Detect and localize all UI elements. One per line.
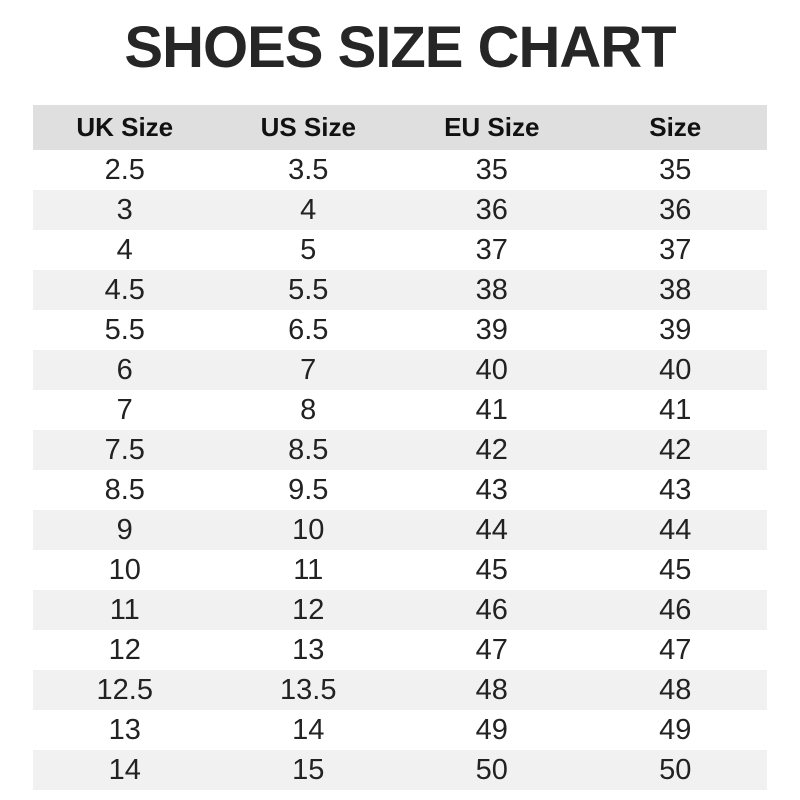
size-cell: 39 [659,313,692,346]
size-cell: 49 [475,713,508,746]
size-cell: 5 [300,233,317,266]
table-row: 4 5 37 37 [33,230,767,270]
size-cell: 37 [659,233,692,266]
table-row: 13 14 49 49 [33,710,767,750]
size-cell: 8.5 [288,433,329,466]
size-cell: 49 [659,713,692,746]
size-cell: 4.5 [104,273,145,306]
size-cell: 2.5 [104,153,145,186]
table-row: 5.5 6.5 39 39 [33,310,767,350]
table-row: 9 10 44 44 [33,510,767,550]
size-table: UK Size US Size EU Size Size 2.5 3.5 35 35 3 4 36… [33,105,767,790]
size-cell: 4 [116,233,133,266]
size-cell: 10 [292,513,325,546]
size-cell: 41 [475,393,508,426]
size-cell: 6 [116,353,133,386]
size-cell: 40 [475,353,508,386]
size-cell: 43 [475,473,508,506]
size-cell: 37 [475,233,508,266]
size-cell: 44 [475,513,508,546]
size-cell: 3.5 [288,153,329,186]
size-cell: 3 [116,193,133,226]
size-cell: 44 [659,513,692,546]
size-cell: 10 [108,553,141,586]
size-cell: 5.5 [288,273,329,306]
size-cell: 4 [300,193,317,226]
size-cell: 13 [292,633,325,666]
size-cell: 48 [475,673,508,706]
size-cell: 11 [293,553,324,586]
table-row: 14 15 50 50 [33,750,767,790]
size-cell: 15 [292,753,325,786]
size-cell: 13.5 [280,673,337,706]
size-cell: 14 [108,753,141,786]
table-row: 8.5 9.5 43 43 [33,470,767,510]
size-cell: 41 [659,393,692,426]
table-row: 12 13 47 47 [33,630,767,670]
column-header: EU Size [444,112,540,142]
size-cell: 42 [659,433,692,466]
size-cell: 42 [475,433,508,466]
size-cell: 6.5 [288,313,329,346]
table-row: 11 12 46 46 [33,590,767,630]
size-table-header: UK Size US Size EU Size Size [33,105,767,150]
size-cell: 39 [475,313,508,346]
size-cell: 9 [116,513,133,546]
size-cell: 38 [475,273,508,306]
page-title: SHOES SIZE CHART [124,15,676,80]
table-row: 12.5 13.5 48 48 [33,670,767,710]
size-cell: 7.5 [104,433,145,466]
table-row: 3 4 36 36 [33,190,767,230]
size-cell: 8.5 [104,473,145,506]
size-cell: 47 [475,633,508,666]
size-cell: 45 [475,553,508,586]
size-cell: 50 [475,753,508,786]
size-cell: 12.5 [96,673,153,706]
size-cell: 13 [108,713,141,746]
size-cell: 11 [109,593,140,626]
size-cell: 36 [659,193,692,226]
size-cell: 50 [659,753,692,786]
size-cell: 12 [292,593,325,626]
table-row: 7 8 41 41 [33,390,767,430]
table-row: 10 11 45 45 [33,550,767,590]
size-cell: 12 [108,633,141,666]
table-row: 7.5 8.5 42 42 [33,430,767,470]
size-cell: 46 [475,593,508,626]
size-cell: 38 [659,273,692,306]
size-cell: 36 [475,193,508,226]
table-row: 2.5 3.5 35 35 [33,150,767,190]
size-cell: 8 [300,393,317,426]
column-header: Size [649,112,702,142]
size-cell: 48 [659,673,692,706]
size-cell: 9.5 [288,473,329,506]
column-header: US Size [260,112,356,142]
size-cell: 46 [659,593,692,626]
column-header: UK Size [76,112,174,142]
size-cell: 45 [659,553,692,586]
size-cell: 40 [659,353,692,386]
table-row: 6 7 40 40 [33,350,767,390]
size-cell: 35 [475,153,508,186]
size-cell: 43 [659,473,692,506]
size-cell: 14 [292,713,325,746]
size-cell: 5.5 [104,313,145,346]
table-row: 4.5 5.5 38 38 [33,270,767,310]
size-cell: 47 [659,633,692,666]
size-cell: 7 [116,393,133,426]
size-table-body: 2.5 3.5 35 35 3 4 36 36 4 5 37 37 4.5 5.5 38 38 5.5 6.5 39… [33,150,767,790]
size-cell: 35 [659,153,692,186]
size-cell: 7 [300,353,317,386]
